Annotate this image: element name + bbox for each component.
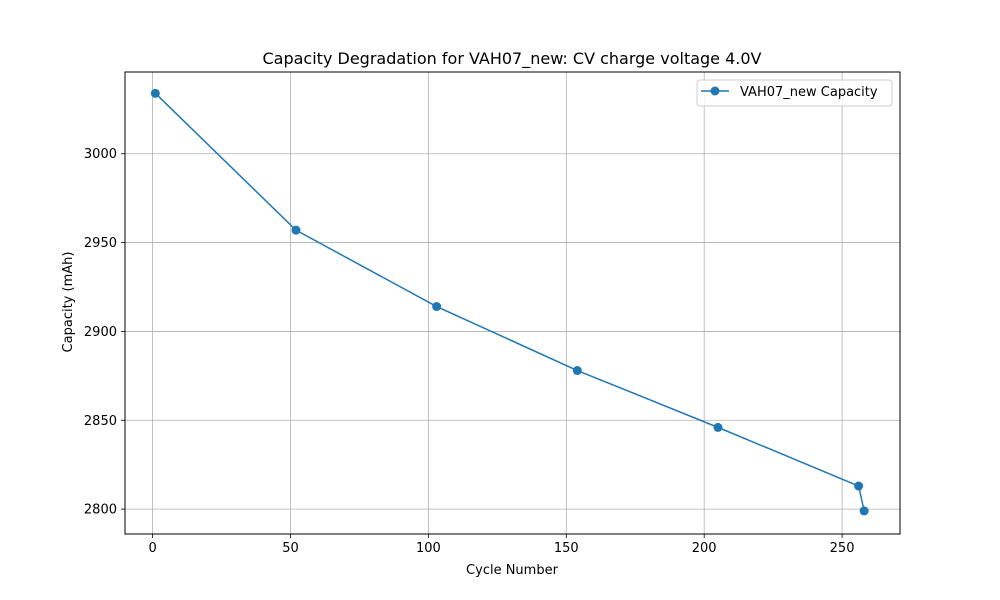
y-tick-label: 2800	[84, 503, 117, 518]
x-tick-label: 250	[830, 541, 855, 556]
legend-box	[696, 79, 893, 107]
x-axis-label: Cycle Number	[466, 563, 559, 578]
data-point	[713, 422, 723, 432]
y-tick-label: 2850	[84, 414, 117, 429]
y-tick-label: 3000	[84, 147, 117, 162]
y-tick-label: 2950	[84, 236, 117, 251]
data-point	[572, 366, 582, 376]
series-group	[150, 88, 869, 516]
plot-frame	[124, 71, 901, 535]
data-point	[291, 225, 301, 235]
data-point	[854, 481, 864, 491]
x-tick-label: 100	[416, 541, 441, 556]
x-tick-label: 50	[282, 541, 299, 556]
x-tick-label: 0	[148, 541, 156, 556]
x-tick-label: 150	[554, 541, 579, 556]
axis-ticks: 0 50 100 150 200 250 2800 2850 2900 2950 3000	[84, 147, 855, 556]
data-point	[859, 506, 869, 516]
legend: VAH07_new Capacity	[696, 79, 893, 107]
grid	[125, 72, 900, 534]
data-point	[432, 302, 442, 312]
data-point	[150, 88, 160, 98]
y-tick-label: 2900	[84, 325, 117, 340]
legend-marker	[710, 86, 720, 96]
y-axis-label: Capacity (mAh)	[61, 252, 76, 353]
legend-label: VAH07_new Capacity	[740, 85, 878, 100]
x-tick-label: 200	[692, 541, 717, 556]
chart-title: Capacity Degradation for VAH07_new: CV c…	[262, 49, 761, 69]
